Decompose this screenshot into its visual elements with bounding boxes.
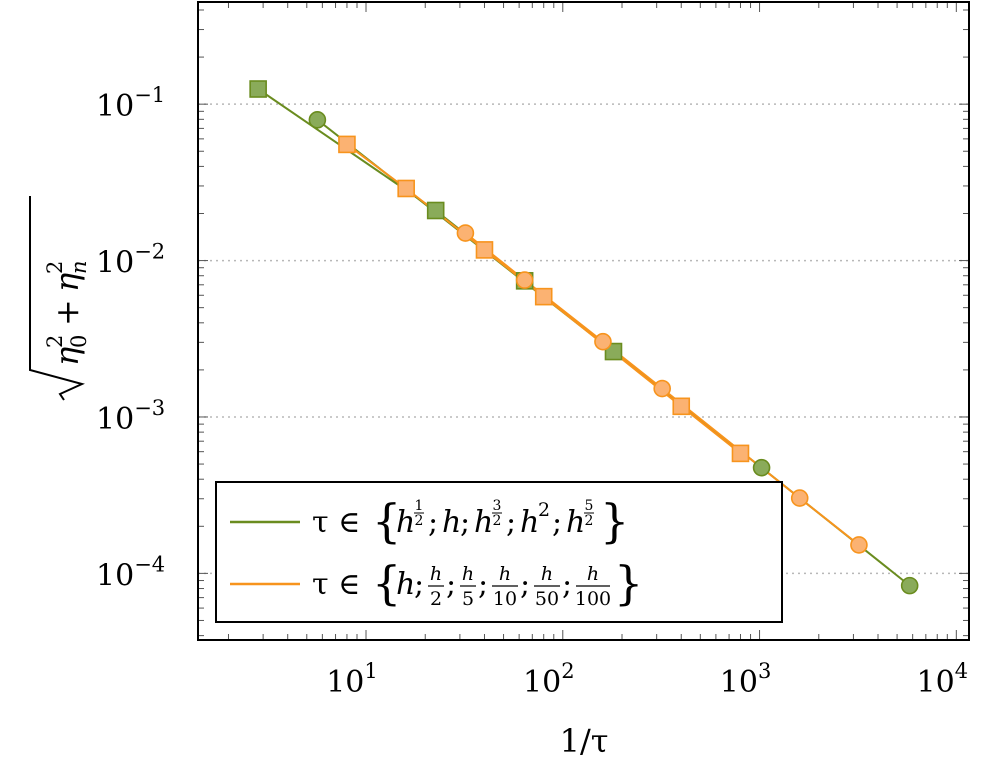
svg-text:h: h [442,505,461,540]
svg-text:h: h [541,563,553,585]
svg-text:η: η [48,347,86,366]
svg-text:n: n [67,260,91,274]
svg-text:2: 2 [538,499,550,521]
plot-frame [197,1,970,641]
svg-text:;: ; [446,567,456,602]
y-tick-label-1: 10−2 [96,240,165,281]
svg-text:{: { [372,556,401,610]
svg-text:h: h [474,505,493,540]
y-tick-label-2: 10−3 [96,396,165,437]
series-0-circle-point-0 [308,111,327,129]
svg-text:;: ; [552,505,562,540]
svg-text:2: 2 [430,588,442,610]
svg-text:;: ; [414,567,424,602]
series-0-line-square [257,88,615,353]
svg-text:;: ; [460,505,470,540]
y-axis-label: η 2 0 + η 2 n [29,196,91,401]
svg-text:;: ; [478,567,488,602]
svg-text:;: ; [506,505,516,540]
svg-text:2: 2 [43,335,67,348]
series-layer [249,80,919,595]
svg-text:τ ∈: τ ∈ [312,505,360,540]
svg-text:}: } [614,556,643,610]
series-0-circle-point-2 [900,576,919,595]
svg-text:τ ∈: τ ∈ [312,567,360,602]
x-tick-label-1: 102 [523,659,575,700]
svg-text:h: h [396,567,415,602]
series-1-square-point-1 [397,179,415,198]
svg-text:;: ; [562,567,572,602]
x-tick-label-0: 101 [326,659,378,700]
series-1-line-circle [464,232,860,546]
svg-text:5: 5 [585,498,594,514]
series-1-square-point-5 [731,444,750,463]
svg-text:2: 2 [585,513,594,529]
svg-text:{: { [372,494,401,548]
svg-text:η: η [48,273,86,292]
svg-text:h: h [462,563,474,585]
series-1-circle-point-1 [515,271,534,289]
series-0-square-point-0 [249,80,267,98]
series-1-square-point-4 [672,397,691,416]
svg-text:;: ; [520,567,530,602]
svg-text:;: ; [428,505,438,540]
svg-text:}: } [600,494,629,548]
svg-text:+: + [48,299,86,326]
x-tick-label-3: 104 [917,659,969,700]
series-1-line-square [346,143,742,455]
svg-text:1: 1 [415,498,424,514]
series-1-square-point-3 [534,287,553,306]
svg-text:h: h [587,563,599,585]
svg-text:100: 100 [575,588,611,610]
svg-text:50: 50 [535,588,559,610]
legend-box [215,481,783,623]
svg-text:2: 2 [493,513,502,529]
svg-text:h: h [396,505,415,540]
series-1-circle-point-3 [653,379,671,398]
series-1-circle-point-0 [456,224,475,242]
svg-text:h: h [430,563,442,585]
y-tick-label-0: 10−1 [96,83,165,124]
x-axis-label: 1/τ [560,722,609,760]
series-0-square-point-1 [426,201,445,220]
svg-text:h: h [520,505,539,540]
series-0-circle-point-1 [752,458,771,477]
svg-text:10: 10 [493,588,517,610]
series-1-square-point-0 [338,135,356,154]
svg-text:5: 5 [462,588,474,610]
legend: τ ∈ {h 12; h; h 32; h2; h 52}τ ∈ {h; h2; h5; h10; h50… [215,481,783,623]
svg-text:2: 2 [415,513,424,529]
svg-text:h: h [566,505,585,540]
svg-text:0: 0 [67,335,91,348]
y-tick-label-3: 10−4 [96,552,165,593]
svg-text:3: 3 [493,498,502,514]
legend-label-0: τ ∈ {h 12; h; h 32; h2; h 52} [312,494,629,548]
x-tick-label-2: 103 [720,659,772,700]
series-1-square-point-2 [475,241,494,259]
series-1-circle-point-4 [790,489,809,507]
svg-text:h: h [499,563,511,585]
series-1-circle-point-5 [850,536,868,554]
svg-text:2: 2 [43,261,67,274]
series-1-circle-point-2 [594,332,612,351]
